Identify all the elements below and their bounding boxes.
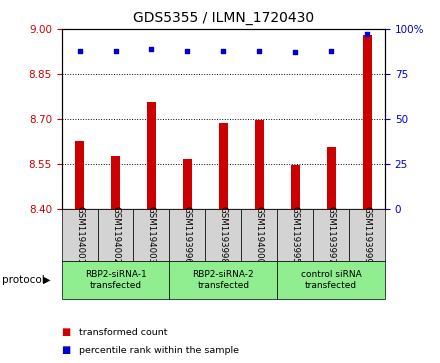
- Bar: [62, 261, 169, 299]
- Bar: [169, 261, 277, 299]
- Bar: [169, 209, 205, 261]
- Text: transformed count: transformed count: [79, 328, 168, 337]
- Point: [292, 49, 299, 55]
- Point: [148, 46, 155, 52]
- Bar: [241, 209, 277, 261]
- Point: [184, 48, 191, 53]
- Point: [76, 48, 83, 53]
- Text: GSM1194000: GSM1194000: [255, 206, 264, 264]
- Bar: [219, 123, 228, 209]
- Text: GSM1193997: GSM1193997: [326, 206, 336, 264]
- Bar: [75, 141, 84, 209]
- Text: GSM1194001: GSM1194001: [75, 206, 84, 264]
- Bar: [205, 209, 241, 261]
- Bar: [111, 156, 120, 209]
- Text: ▶: ▶: [43, 275, 51, 285]
- Text: RBP2-siRNA-1
transfected: RBP2-siRNA-1 transfected: [84, 270, 147, 290]
- Text: percentile rank within the sample: percentile rank within the sample: [79, 346, 239, 355]
- Bar: [277, 261, 385, 299]
- Bar: [62, 209, 98, 261]
- Bar: [98, 209, 133, 261]
- Bar: [133, 209, 169, 261]
- Text: ■: ■: [62, 327, 71, 337]
- Text: ■: ■: [62, 345, 71, 355]
- Bar: [183, 159, 192, 209]
- Text: protocol: protocol: [2, 275, 45, 285]
- Bar: [326, 147, 336, 209]
- Text: RBP2-siRNA-2
transfected: RBP2-siRNA-2 transfected: [192, 270, 254, 290]
- Bar: [313, 209, 349, 261]
- Bar: [255, 121, 264, 209]
- Bar: [349, 209, 385, 261]
- Text: GSM1193999: GSM1193999: [363, 206, 371, 264]
- Point: [256, 48, 263, 53]
- Point: [363, 32, 370, 37]
- Point: [220, 48, 227, 53]
- Title: GDS5355 / ILMN_1720430: GDS5355 / ILMN_1720430: [133, 11, 314, 25]
- Point: [112, 48, 119, 53]
- Bar: [291, 165, 300, 209]
- Bar: [363, 35, 371, 209]
- Text: GSM1193998: GSM1193998: [219, 206, 228, 264]
- Text: GSM1193996: GSM1193996: [183, 206, 192, 264]
- Bar: [147, 102, 156, 209]
- Text: GSM1194003: GSM1194003: [147, 206, 156, 264]
- Text: GSM1194002: GSM1194002: [111, 206, 120, 264]
- Bar: [277, 209, 313, 261]
- Text: GSM1193995: GSM1193995: [291, 206, 300, 264]
- Text: control siRNA
transfected: control siRNA transfected: [301, 270, 362, 290]
- Point: [327, 48, 335, 53]
